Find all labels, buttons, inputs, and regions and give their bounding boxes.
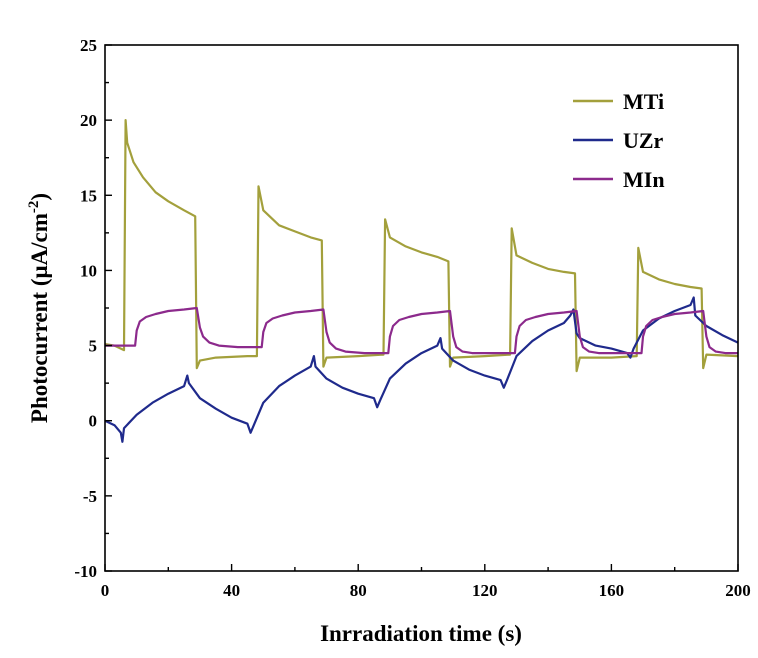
- x-tick-label: 80: [350, 581, 367, 600]
- series-line-mti: [104, 119, 739, 373]
- legend-label-uzr: UZr: [623, 128, 664, 153]
- x-tick-label: 120: [472, 581, 498, 600]
- legend: MTi UZr MIn: [573, 89, 665, 192]
- series-line-uzr: [104, 296, 739, 443]
- x-tick-label: 200: [725, 581, 751, 600]
- x-tick-label: 0: [101, 581, 110, 600]
- y-tick-label: 20: [80, 111, 97, 130]
- y-axis-title-main: Photocurrent (: [27, 279, 52, 424]
- plot-frame: [104, 44, 739, 572]
- y-tick-label: 25: [80, 36, 97, 55]
- x-tick-label: 40: [223, 581, 240, 600]
- legend-label-mti: MTi: [623, 89, 664, 114]
- ticks-layer: 0 40 80 120 160 200 -10 -5 0 5 10 15 20 25: [74, 36, 750, 600]
- y-axis-title-superscript: -2: [26, 201, 42, 214]
- x-tick-label: 160: [599, 581, 625, 600]
- y-tick-label: 15: [80, 186, 97, 205]
- y-axis-title: Photocurrent (μA/cm-2): [26, 193, 52, 423]
- y-tick-label: 5: [89, 337, 98, 356]
- y-tick-label: -10: [74, 562, 97, 581]
- y-tick-label: 10: [80, 261, 97, 280]
- y-axis-title-unit: μA/cm: [27, 213, 52, 278]
- legend-label-min: MIn: [623, 167, 665, 192]
- y-axis-title-close: ): [27, 193, 52, 201]
- y-tick-label: -5: [83, 487, 97, 506]
- y-tick-label: 0: [89, 412, 98, 431]
- series-line-min: [105, 306, 738, 355]
- series-layer: [104, 119, 739, 443]
- x-axis-title: Inrradiation time (s): [320, 621, 522, 646]
